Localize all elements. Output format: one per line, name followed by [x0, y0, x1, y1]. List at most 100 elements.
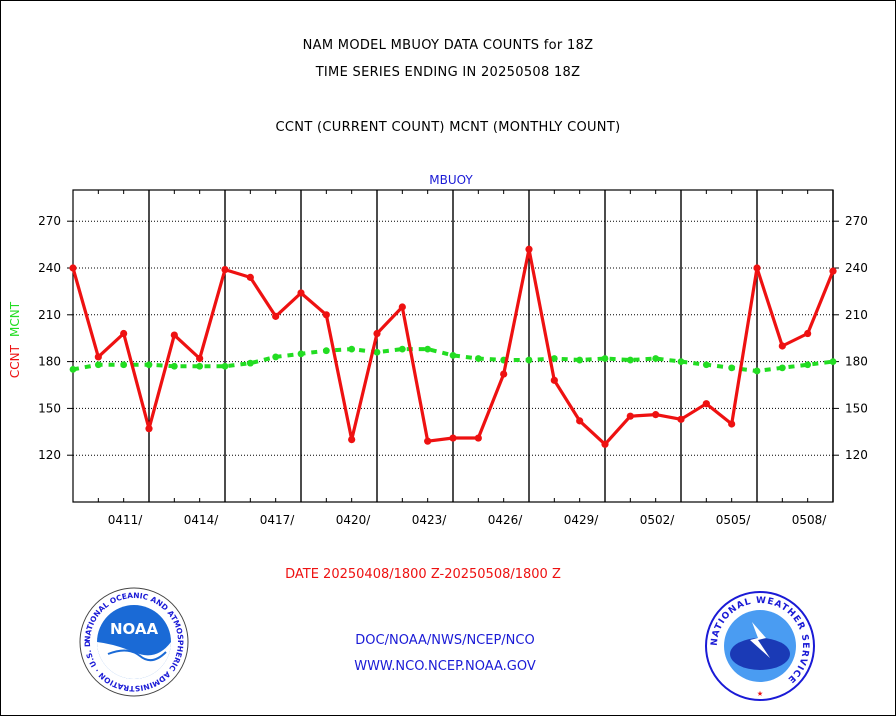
chart-title-line2: TIME SERIES ENDING IN 20250508 18Z [315, 65, 581, 80]
x-axis-label: DATE 20250408/1800 Z-20250508/1800 Z [285, 567, 561, 582]
data-point-ccnt [525, 245, 533, 253]
y-tick-label: 270 [38, 214, 61, 228]
data-point-mcnt [145, 361, 153, 369]
data-point-mcnt [170, 362, 178, 370]
data-point-mcnt [804, 361, 812, 369]
data-point-ccnt [297, 289, 305, 297]
svg-text:★: ★ [757, 688, 763, 699]
y-tick-label: 270 [845, 214, 868, 228]
x-tick-label: 0417/ [260, 513, 296, 527]
x-tick-label: 0414/ [184, 513, 220, 527]
y-tick-label: 150 [38, 401, 61, 415]
data-point-mcnt [398, 345, 406, 353]
data-point-mcnt [728, 364, 736, 372]
y-axis-label-ccnt: CCNT [8, 344, 22, 378]
y-tick-label: 150 [845, 401, 868, 415]
data-point-mcnt [576, 356, 584, 364]
noaa-logo: NATIONAL OCEANIC AND ATMOSPHERIC ADMINIS… [78, 586, 189, 697]
data-point-mcnt [272, 353, 280, 361]
axes: 120 120 150 150 180 180 210 210 240 240 270 270 0411… [38, 189, 868, 527]
series [69, 245, 837, 448]
panel-label: MBUOY [429, 173, 473, 187]
data-point-mcnt [550, 355, 558, 362]
data-point-ccnt [677, 415, 685, 423]
data-point-ccnt [373, 329, 381, 338]
y-tick-label: 180 [38, 355, 61, 369]
labels: MBUOY DATE 20250408/1800 Z-20250508/1800… [8, 173, 561, 582]
data-point-mcnt [652, 355, 660, 362]
data-point-ccnt [348, 436, 356, 444]
data-point-ccnt [474, 434, 482, 442]
chart-title-line1: NAM MODEL MBUOY DATA COUNTS for 18Z [302, 38, 594, 53]
data-point-ccnt [398, 303, 406, 311]
data-point-mcnt [829, 358, 837, 365]
data-point-mcnt [474, 355, 482, 362]
y-tick-label: 240 [845, 261, 868, 275]
data-point-ccnt [120, 329, 128, 338]
data-point-ccnt [601, 440, 609, 448]
y-axis-label-mcnt: MCNT [8, 301, 22, 337]
data-point-mcnt [525, 356, 533, 364]
data-point-ccnt [500, 370, 508, 378]
footer-link-doc[interactable]: DOC/NOAA/NWS/NCEP/NCO [355, 633, 535, 648]
footer-link-website[interactable]: WWW.NCO.NCEP.NOAA.GOV [354, 659, 536, 674]
data-point-ccnt [829, 267, 837, 275]
data-point-mcnt [677, 358, 685, 365]
data-point-mcnt [778, 364, 786, 372]
x-tick-label: 0505/ [716, 513, 752, 527]
data-point-mcnt [69, 366, 77, 373]
data-point-mcnt [221, 362, 229, 370]
x-tick-label: 0411/ [108, 513, 144, 527]
data-point-mcnt [626, 356, 634, 364]
data-point-mcnt [120, 361, 128, 369]
data-point-ccnt [246, 273, 254, 281]
y-tick-label: 120 [38, 448, 61, 462]
data-point-ccnt [702, 400, 710, 408]
y-tick-label: 210 [38, 308, 61, 322]
data-point-ccnt [94, 353, 102, 361]
data-point-mcnt [373, 348, 381, 356]
data-point-ccnt [550, 376, 558, 384]
chart-subtitle: CCNT (CURRENT COUNT) MCNT (MONTHLY COUNT… [275, 120, 621, 135]
data-point-mcnt [449, 351, 457, 359]
data-point-ccnt [652, 411, 660, 419]
data-point-mcnt [94, 361, 102, 369]
data-point-ccnt [449, 434, 457, 442]
x-tick-label: 0426/ [488, 513, 524, 527]
x-tick-label: 0420/ [336, 513, 372, 527]
data-point-ccnt [753, 264, 761, 272]
y-tick-label: 240 [38, 261, 61, 275]
data-point-ccnt [221, 265, 229, 274]
data-point-mcnt [322, 347, 330, 355]
x-tick-label: 0502/ [640, 513, 676, 527]
data-point-ccnt [272, 312, 280, 320]
data-point-ccnt [170, 331, 178, 339]
data-point-ccnt [804, 329, 812, 338]
data-point-mcnt [424, 345, 432, 353]
y-tick-label: 180 [845, 355, 868, 369]
y-tick-label: 120 [845, 448, 868, 462]
data-point-mcnt [246, 359, 254, 367]
data-point-mcnt [753, 367, 761, 375]
noaa-logo-text: NOAA [110, 620, 159, 638]
x-tick-label: 0508/ [792, 513, 828, 527]
data-point-ccnt [69, 264, 77, 272]
data-point-ccnt [728, 420, 736, 428]
data-point-mcnt [601, 355, 609, 362]
x-tick-label: 0429/ [564, 513, 600, 527]
data-point-ccnt [322, 311, 330, 319]
data-point-mcnt [702, 361, 710, 369]
data-point-ccnt [196, 354, 204, 363]
data-point-ccnt [424, 437, 432, 445]
data-point-ccnt [778, 342, 786, 350]
plot-area-border [72, 189, 834, 503]
data-point-ccnt [626, 412, 634, 420]
data-point-mcnt [297, 350, 305, 358]
data-point-ccnt [145, 425, 153, 433]
data-point-mcnt [348, 345, 356, 353]
x-tick-label: 0423/ [412, 513, 448, 527]
data-point-ccnt [576, 417, 584, 425]
nws-logo: NATIONAL WEATHER SERVICE ★ [705, 591, 815, 701]
y-tick-label: 210 [845, 308, 868, 322]
